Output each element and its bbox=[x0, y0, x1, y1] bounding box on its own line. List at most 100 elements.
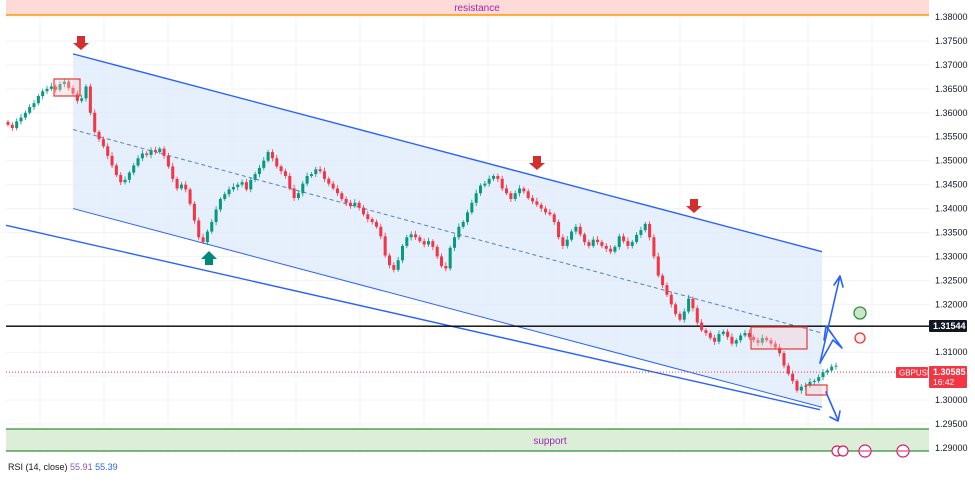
symbol-label: GBPUSD bbox=[899, 369, 933, 378]
price-tick-label: 1.38000 bbox=[935, 12, 968, 22]
candle-body bbox=[335, 188, 339, 194]
candle-body bbox=[15, 121, 19, 129]
candle-body bbox=[379, 226, 383, 237]
economic-events[interactable] bbox=[831, 444, 910, 458]
candle-body bbox=[327, 178, 331, 184]
candle-body bbox=[431, 241, 435, 247]
candle-body bbox=[340, 193, 344, 199]
candle-body bbox=[444, 266, 448, 269]
candle-body bbox=[58, 84, 62, 90]
candle-body bbox=[127, 172, 131, 180]
candle-body bbox=[266, 152, 270, 161]
candle-body bbox=[80, 98, 84, 101]
candle-body bbox=[574, 226, 578, 232]
candle-body bbox=[591, 239, 595, 246]
candle-body bbox=[643, 223, 647, 231]
candle-body bbox=[652, 237, 656, 257]
candle-body bbox=[479, 185, 483, 194]
level-price-text: 1.31544 bbox=[933, 321, 966, 331]
candle-body bbox=[370, 219, 374, 222]
resistance-label: resistance bbox=[454, 3, 500, 14]
candle-body bbox=[695, 308, 699, 323]
candle-body bbox=[726, 331, 730, 337]
candle-body bbox=[19, 117, 23, 122]
candle-body bbox=[674, 304, 678, 314]
candle-body bbox=[522, 188, 526, 192]
candle-body bbox=[487, 178, 491, 184]
support-label: support bbox=[533, 436, 567, 447]
price-axis-background bbox=[929, 0, 975, 483]
candle-body bbox=[387, 255, 392, 266]
candle-body bbox=[192, 203, 196, 221]
candle-body bbox=[305, 175, 309, 184]
price-tick-label: 1.36000 bbox=[935, 108, 968, 118]
candle-body bbox=[765, 337, 769, 341]
down-arrow-icon bbox=[73, 36, 89, 50]
consolidation-boxes bbox=[53, 78, 828, 396]
mid-consolidation-box bbox=[750, 326, 808, 350]
candle-body bbox=[361, 207, 365, 215]
candle-body bbox=[756, 340, 760, 343]
candle-body bbox=[457, 226, 461, 238]
rsi-value-2: 55.39 bbox=[95, 462, 118, 472]
candle-body bbox=[635, 234, 639, 243]
lower-trend-line[interactable] bbox=[5, 224, 821, 411]
candle-body bbox=[630, 242, 634, 246]
candle-body bbox=[769, 340, 773, 344]
candle-body bbox=[409, 234, 413, 238]
candle-body bbox=[67, 81, 71, 88]
candle-body bbox=[743, 333, 747, 336]
candle-body bbox=[600, 242, 604, 246]
candle-body bbox=[622, 236, 626, 242]
candle-body bbox=[400, 245, 405, 261]
price-axis[interactable]: 1.38000 1.37500 1.37000 1.36500 1.36000 1.355… bbox=[929, 0, 975, 483]
candle-body bbox=[262, 160, 266, 168]
candle-body bbox=[97, 131, 101, 140]
candle-body bbox=[661, 275, 665, 286]
candle-body bbox=[75, 93, 79, 101]
candle-body bbox=[526, 191, 530, 199]
candle-body bbox=[483, 183, 487, 186]
candle-body bbox=[531, 198, 535, 202]
rsi-indicator-label[interactable]: RSI (14, close) 55.91 55.39 bbox=[8, 462, 118, 472]
candle-body bbox=[418, 237, 422, 242]
candle-body bbox=[626, 241, 630, 246]
candle-body bbox=[101, 139, 105, 147]
candle-body bbox=[782, 353, 786, 366]
arrow-head-icon bbox=[829, 410, 841, 422]
rsi-name: RSI (14, close) bbox=[8, 462, 68, 472]
candle-body bbox=[830, 366, 834, 371]
candle-body bbox=[791, 373, 795, 381]
candle-body bbox=[678, 313, 682, 320]
candle-body bbox=[730, 336, 734, 344]
candle-body bbox=[275, 158, 279, 167]
candle-body bbox=[249, 179, 253, 190]
candle-body bbox=[778, 347, 782, 354]
candle-body bbox=[23, 112, 27, 118]
candle-body bbox=[817, 377, 821, 381]
candle-body bbox=[140, 153, 144, 159]
candle-body bbox=[374, 221, 378, 227]
flag-uk-icon[interactable] bbox=[837, 445, 849, 457]
candle-body bbox=[747, 333, 751, 337]
candle-body bbox=[296, 193, 300, 199]
candle-body bbox=[578, 226, 582, 235]
regression-channel[interactable] bbox=[5, 53, 823, 411]
candle-body bbox=[448, 247, 452, 269]
price-tick-label: 1.33500 bbox=[935, 228, 968, 238]
candle-body bbox=[383, 236, 387, 256]
candle-body bbox=[6, 121, 10, 125]
candle-body bbox=[422, 241, 426, 245]
candle-body bbox=[153, 150, 157, 153]
candle-body bbox=[201, 237, 205, 243]
bottom-consolidation-box bbox=[805, 384, 828, 396]
candle-body bbox=[288, 175, 292, 189]
down-arrow-icon bbox=[529, 156, 545, 170]
candle-body bbox=[834, 365, 838, 367]
candle-body bbox=[179, 184, 183, 189]
candle-body bbox=[812, 380, 816, 382]
channel-upper-line[interactable] bbox=[72, 53, 823, 253]
candle-body bbox=[539, 204, 543, 209]
